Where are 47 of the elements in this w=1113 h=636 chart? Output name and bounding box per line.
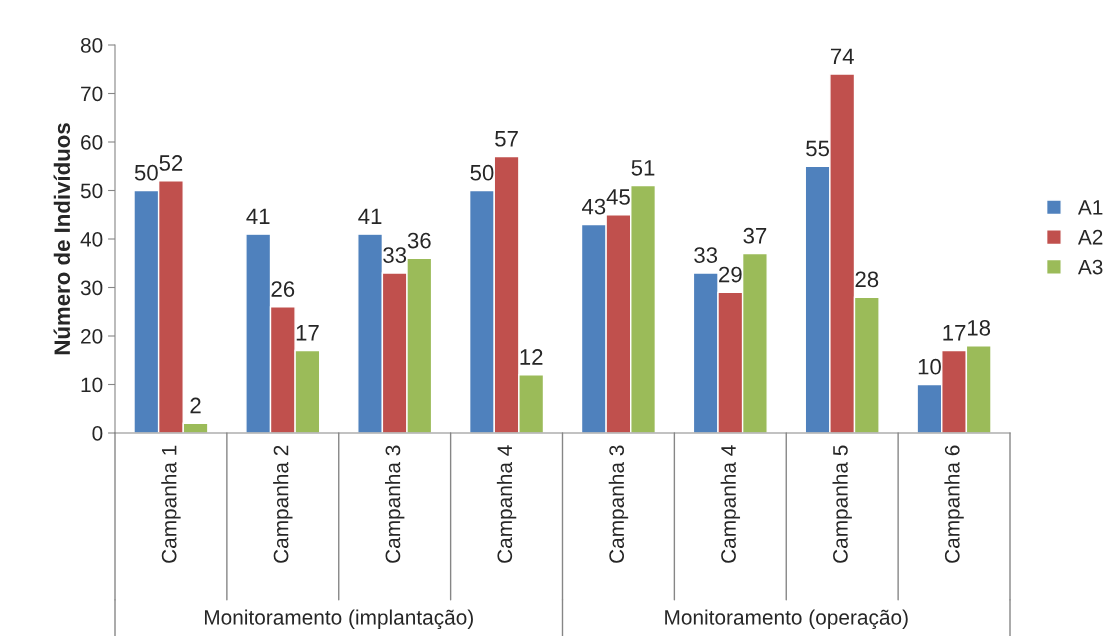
x-tick-label: Campanha 2 [273, 445, 293, 563]
data-label: 12 [520, 349, 543, 365]
y-tick-label: 10 [81, 377, 103, 393]
legend-label: A1 [1077, 200, 1103, 215]
y-axis-title: Número de Indivíduos [53, 123, 71, 355]
data-label: 41 [246, 208, 270, 224]
data-label: 33 [383, 247, 407, 263]
text: Monitoramento (implantação) [204, 609, 473, 629]
data-label: 10 [918, 358, 941, 375]
data-label: 57 [495, 131, 518, 147]
x-tick-label: Campanha 4 [720, 445, 741, 563]
y-tick-label: 80 [80, 38, 103, 53]
data-label: 17 [296, 325, 319, 341]
data-label: 33 [694, 247, 718, 263]
y-tick-label: 20 [81, 329, 103, 344]
data-label: 51 [631, 160, 655, 176]
y-tick-label: 40 [80, 232, 103, 247]
data-label: 52 [159, 155, 183, 171]
data-label: 50 [134, 164, 158, 181]
legend-label: A3 [1077, 259, 1103, 275]
x-tick-label: Campanha 1 [161, 445, 181, 563]
y-tick-label: 0 [92, 426, 103, 441]
x-tick-label: Campanha 6 [944, 445, 964, 563]
data-label: 50 [470, 164, 494, 181]
data-label: 28 [855, 271, 879, 288]
data-label: 55 [806, 140, 829, 157]
data-label: 36 [407, 232, 431, 249]
text: Monitoramento (operação) [665, 609, 908, 629]
data-label: 26 [271, 281, 295, 297]
data-label: 37 [743, 227, 767, 244]
data-label: 45 [606, 189, 630, 205]
y-tick-label: 60 [81, 135, 103, 150]
data-label: 43 [581, 198, 606, 215]
y-tick-label: 50 [80, 183, 103, 199]
data-label: 2 [190, 397, 201, 414]
x-tick-label: Campanha 3 [608, 445, 629, 563]
data-label: 41 [358, 208, 382, 224]
data-label: 74 [830, 48, 854, 64]
x-tick-label: Campanha 3 [384, 445, 405, 563]
x-tick-label: Campanha 4 [496, 445, 517, 563]
data-label: 29 [719, 266, 742, 283]
legend-label: A2 [1077, 229, 1103, 245]
x-tick-label: Campanha 5 [832, 445, 852, 563]
data-label: 18 [968, 320, 991, 336]
y-tick-label: 30 [80, 280, 103, 296]
data-label: 17 [943, 325, 966, 341]
y-tick-label: 70 [81, 86, 103, 102]
